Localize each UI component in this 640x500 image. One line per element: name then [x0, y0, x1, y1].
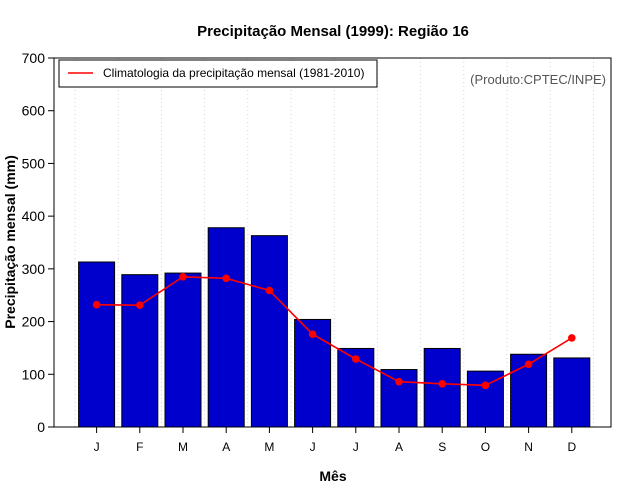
y-tick-label: 600 [22, 103, 46, 119]
climatology-series [92, 272, 576, 390]
bar-2 [121, 274, 159, 428]
legend: Climatologia da precipitação mensal (198… [58, 59, 378, 88]
x-tick-label-12: D [567, 440, 576, 454]
grid-lines [74, 58, 594, 427]
climatology-point-3 [179, 272, 187, 281]
climatology-point-10 [481, 381, 490, 390]
climatology-point-1 [92, 300, 101, 309]
y-tick-label: 700 [22, 50, 46, 66]
x-tick-label-10: O [481, 440, 490, 454]
plot-frame [53, 57, 612, 428]
y-tick-label: 200 [22, 314, 46, 330]
x-tick-label-7: J [353, 440, 359, 454]
y-tick-label: 100 [22, 366, 46, 382]
y-tick-label: 400 [22, 208, 46, 224]
bar-10 [466, 370, 504, 428]
credit-annotation: (Produto:CPTEC/INPE) [470, 72, 606, 87]
climatology-point-11 [524, 360, 533, 369]
climatology-line [96, 275, 573, 387]
climatology-point-12 [568, 334, 576, 342]
bar-3 [164, 272, 202, 428]
bar-7 [337, 347, 375, 428]
bar-5 [250, 235, 288, 428]
bar-1 [78, 261, 116, 428]
x-tick-label-9: S [438, 440, 446, 454]
x-axis-title: Mês [319, 468, 346, 484]
x-tick-label-6: J [310, 440, 316, 454]
bar-series [78, 227, 591, 428]
y-axis: 0 100 200 300 400 500 600 700 [22, 50, 54, 435]
legend-entry-climatology: Climatologia da precipitação mensal (198… [103, 66, 364, 80]
bar-9 [423, 347, 461, 428]
y-axis-title: Precipitação mensal (mm) [2, 155, 18, 329]
x-tick-label-3: M [178, 440, 188, 454]
x-tick-label-5: M [264, 440, 274, 454]
bar-4 [207, 227, 245, 428]
climatology-point-5 [265, 286, 274, 295]
bar-12 [553, 357, 591, 428]
climatology-point-7 [352, 355, 360, 363]
y-tick-label: 0 [37, 419, 45, 435]
y-tick-label: 500 [22, 155, 46, 171]
climatology-point-9 [438, 379, 447, 388]
x-tick-label-2: F [136, 440, 143, 454]
climatology-point-4 [222, 274, 230, 283]
climatology-point-2 [136, 301, 144, 310]
x-tick-label-8: A [395, 440, 403, 454]
x-tick-label-11: N [524, 440, 533, 454]
x-tick-label-1: J [94, 440, 100, 454]
x-tick-label-4: A [222, 440, 230, 454]
legend-box [58, 59, 378, 88]
chart-title: Precipitação Mensal (1999): Região 16 [197, 23, 469, 40]
y-tick-label: 300 [22, 261, 46, 277]
climatology-point-6 [308, 330, 317, 339]
climatology-point-8 [395, 377, 403, 386]
